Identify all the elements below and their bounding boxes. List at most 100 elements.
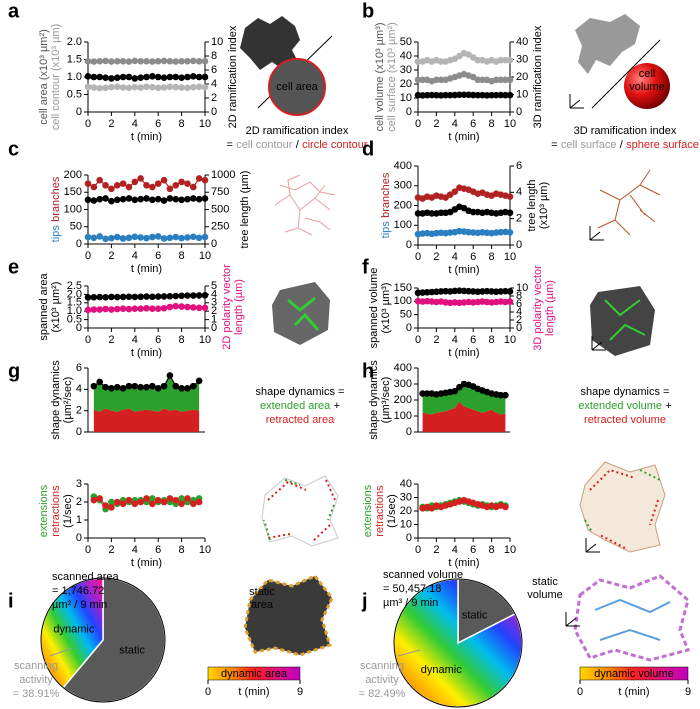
text-segment: 3D ramification index: [574, 125, 677, 137]
data-point: [506, 91, 514, 99]
caption: shape dynamics =: [581, 386, 670, 398]
data-point: [166, 57, 174, 65]
data-point: [119, 195, 127, 203]
data-point: [178, 84, 185, 91]
y2-axis-label: 2D ramification index: [227, 25, 239, 128]
colorbar-tick-label: 9: [685, 686, 691, 698]
x-tick-label: 4: [132, 250, 138, 262]
x-tick-label: 8: [179, 334, 185, 346]
y-tick-label: 0: [406, 239, 412, 251]
panel-letter: g: [8, 360, 20, 382]
y-tick-label: 40: [400, 478, 412, 490]
text-segment: branches: [50, 176, 62, 222]
y-tick-label: 0.5: [67, 314, 82, 326]
x-tick-label: 4: [452, 118, 458, 130]
text-segment: retracted area: [266, 414, 335, 426]
data-point: [102, 182, 109, 189]
data-point: [119, 57, 127, 65]
data-point: [96, 84, 103, 92]
data-point: [96, 57, 103, 65]
x-tick-label: 0: [415, 544, 421, 556]
data-point: [497, 76, 505, 84]
cell-blob: [575, 14, 640, 74]
y2-tick-label: 500: [211, 203, 229, 215]
data-point: [166, 495, 174, 502]
y2-tick-label: 10: [211, 36, 223, 48]
stacked-area: [93, 375, 200, 412]
data-point: [84, 180, 92, 187]
pie-outline: [393, 578, 523, 708]
y-axis-label: cell volume (x10³ µm³): [374, 22, 386, 131]
pie-header: scanned volume: [383, 569, 463, 581]
y-tick-label: 50: [400, 36, 412, 48]
data-point: [506, 229, 514, 236]
pie-header: scanned area: [52, 571, 120, 583]
data-point: [195, 292, 203, 299]
pie-header: µm² / 9 min: [52, 599, 107, 611]
data-point: [131, 75, 139, 82]
x-tick-label: 10: [504, 544, 516, 556]
x-tick-label: 2: [433, 334, 439, 346]
y-axis-label: (x10³ µm³): [380, 283, 392, 334]
y2-tick-label: 8: [516, 290, 522, 302]
text-segment: activity: [365, 674, 399, 686]
text-segment: cell contour: [236, 139, 293, 151]
data-point: [184, 195, 191, 203]
x-tick-label: 0: [85, 250, 91, 262]
data-point: [102, 383, 109, 391]
tree: [597, 169, 661, 236]
y2-tick-label: 2: [211, 92, 217, 104]
x-tick-label: 6: [470, 334, 476, 346]
data-point: [96, 176, 103, 184]
x-axis-label: t (min): [131, 263, 162, 275]
caption: extended area +: [260, 400, 340, 412]
panel-letter: h: [362, 360, 374, 382]
text-segment: cell: [639, 68, 656, 80]
data-point: [125, 496, 133, 504]
text-segment: branches: [380, 172, 392, 218]
data-point: [442, 91, 449, 99]
text-segment: cell area: [276, 81, 318, 93]
data-point: [160, 84, 168, 91]
data-point: [172, 382, 180, 390]
data-point: [108, 75, 115, 82]
data-point: [195, 304, 203, 312]
data-point: [154, 84, 162, 92]
x-tick-label: 2: [433, 118, 439, 130]
panel-letter: i: [8, 590, 14, 612]
text-segment: 2D ramification index: [227, 25, 239, 128]
data-point: [428, 210, 436, 217]
data-point: [137, 74, 144, 81]
data-point: [154, 195, 162, 203]
x-tick-label: 8: [179, 250, 185, 262]
panel-letter: j: [361, 590, 368, 612]
y2-axis-label: (x10³ µm): [538, 182, 550, 229]
image-label: static: [249, 586, 275, 598]
data-point: [131, 305, 139, 312]
x-tick-label: 10: [199, 118, 211, 130]
data-point: [154, 57, 162, 65]
y2-axis-label: length (µm): [233, 279, 245, 335]
stacked-area: [422, 401, 506, 432]
y2-tick-label: 250: [211, 221, 229, 233]
y2-tick-label: 6: [211, 64, 217, 76]
data-point: [137, 234, 144, 241]
y-tick-label: 2: [76, 496, 82, 508]
text-segment: static: [532, 576, 558, 588]
data-point: [190, 292, 197, 299]
text-segment: area: [251, 599, 274, 611]
pie-label: dynamic: [53, 623, 94, 635]
data-point: [137, 293, 144, 301]
data-point: [108, 197, 115, 205]
data-point: [131, 178, 139, 186]
data-point: [137, 498, 144, 506]
data-point: [125, 195, 133, 202]
x-tick-label: 6: [155, 334, 161, 346]
pie-note: scanning: [14, 660, 58, 672]
data-point: [172, 83, 180, 91]
data-point: [137, 305, 144, 312]
text-segment: sphere surface: [626, 139, 699, 151]
circle-shape: [268, 58, 326, 116]
data-point: [143, 83, 150, 91]
